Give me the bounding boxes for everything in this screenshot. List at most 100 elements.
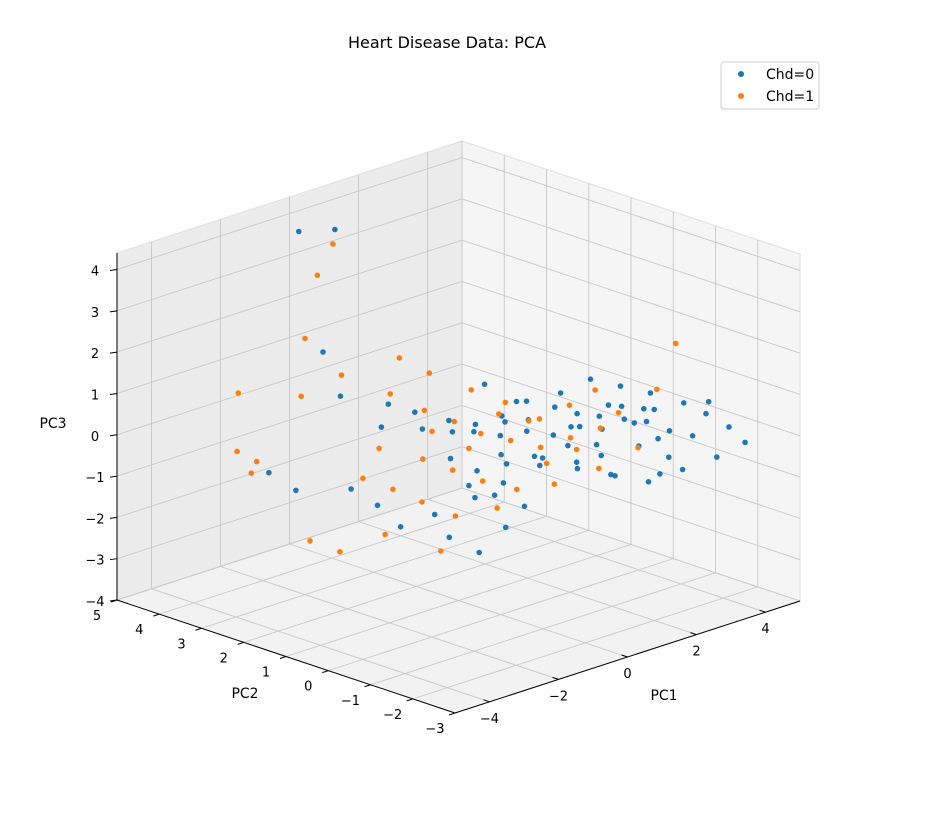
data-point-chd0 [742,439,748,446]
data-point-chd0 [332,226,338,233]
z-tick [109,516,118,519]
x-tick [552,676,559,680]
data-point-chd0 [631,420,638,426]
z-tick [109,269,118,272]
x-tick [621,654,628,658]
data-point-chd0 [531,453,538,460]
data-point-chd0 [666,428,673,434]
data-point-chd0 [471,428,477,435]
data-point-chd1 [567,435,574,441]
y-tick-label: 3 [177,637,185,652]
data-point-chd0 [537,462,543,469]
grid-line-z-left [116,322,463,436]
data-point-chd0 [524,428,530,435]
grid-line-y-floor [285,544,632,657]
data-point-chd1 [451,418,458,425]
data-point-chd1 [338,372,345,378]
data-point-chd0 [378,424,385,430]
data-point-chd0 [374,502,381,509]
data-point-chd0 [521,503,528,510]
grid-line-z-right [461,404,801,519]
grid-line-z-left [116,157,463,270]
data-point-chd1 [360,475,366,482]
data-point-chd1 [438,548,444,554]
data-point-chd0 [714,454,720,460]
data-point-chd0 [500,480,507,486]
y-tick-label: 0 [304,680,312,695]
data-point-chd0 [655,435,661,442]
data-point-chd1 [337,549,343,555]
data-point-chd0 [412,409,418,416]
y-tick [322,670,329,674]
grid-line-y-floor [328,558,674,672]
data-point-chd0 [419,426,426,432]
x-tick-label: −2 [549,689,568,704]
data-point-chd1 [592,387,598,393]
data-point-chd0 [666,454,672,461]
data-point-chd0 [573,459,580,466]
y-tick [237,641,244,645]
data-point-chd0 [466,482,472,489]
y-tick [195,627,202,631]
grid-line-y-floor [201,515,547,629]
data-point-chd0 [647,390,654,396]
data-point-chd1 [466,445,472,452]
data-point-chd0 [446,417,452,424]
z-tick-label: 4 [91,265,99,280]
data-point-chd0 [498,451,504,458]
data-point-chd0 [502,524,509,531]
data-point-chd1 [330,241,336,247]
data-point-chd0 [689,433,696,439]
grid-line-z-right [461,239,801,354]
grid-line-z-right [461,322,801,437]
data-point-chd0 [385,401,392,408]
data-point-chd0 [651,406,657,413]
data-point-chd0 [568,424,574,430]
x-tick [483,699,490,703]
grid-line-y-floor [159,501,505,615]
data-point-chd0 [293,487,299,494]
grid-line-z-left [116,281,463,394]
data-point-chd1 [496,411,502,417]
data-point-chd1 [419,499,425,505]
data-point-chd0 [474,468,480,474]
data-point-chd1 [635,444,641,451]
data-point-chd1 [382,531,389,538]
legend-label-chd0: Chd=0 [766,67,814,83]
grid-line-y-floor [370,572,716,686]
data-point-chd0 [593,441,600,448]
grid-line-z-right [461,446,801,561]
y-tick [364,684,371,688]
data-point-chd1 [494,505,501,511]
x-tick-label: 2 [692,645,700,660]
data-point-chd1 [573,446,580,453]
x-tick-label: −4 [480,712,499,727]
data-point-chd1 [420,456,426,462]
data-point-chd1 [597,425,604,432]
y-tick [406,698,413,702]
data-point-chd0 [705,398,712,405]
z-tick [109,351,118,354]
data-point-chd0 [320,349,326,355]
data-point-chd0 [431,511,438,518]
grid-line-z-right [461,281,801,395]
y-tick-label: −1 [341,694,360,709]
data-point-chd1 [525,418,532,424]
data-point-chd0 [481,381,488,388]
data-point-chd0 [726,424,732,430]
data-point-chd1 [502,399,509,406]
data-point-chd1 [551,481,558,488]
data-point-chd1 [543,460,550,467]
grid-line-z-right [461,363,801,478]
data-point-chd0 [472,494,478,501]
legend-marker-chd1 [738,93,744,99]
x-axis-label: PC1 [650,688,677,704]
data-point-chd0 [476,549,483,556]
data-point-chd1 [235,390,242,396]
data-point-chd0 [618,403,625,410]
z-tick [109,475,118,478]
z-tick [109,310,118,313]
data-point-chd1 [468,387,475,393]
